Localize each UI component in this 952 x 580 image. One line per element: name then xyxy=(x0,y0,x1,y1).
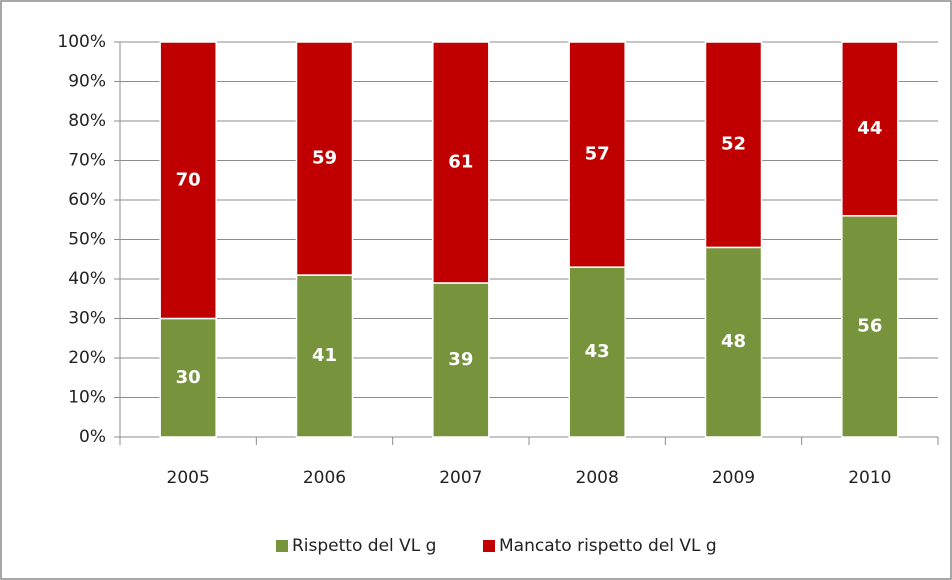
legend-label: Rispetto del VL g xyxy=(292,536,436,556)
value-label: 61 xyxy=(448,151,473,172)
y-tick-label: 30% xyxy=(68,309,106,329)
value-label: 48 xyxy=(721,331,746,352)
x-tick-label: 2007 xyxy=(439,468,482,488)
bar-segment xyxy=(159,41,217,320)
value-label: 39 xyxy=(448,349,473,370)
legend-swatch xyxy=(276,540,288,552)
x-tick-label: 2008 xyxy=(576,468,619,488)
y-tick-label: 60% xyxy=(68,190,106,210)
value-label: 41 xyxy=(312,345,337,366)
value-label: 56 xyxy=(857,315,882,336)
y-tick-label: 50% xyxy=(68,230,106,250)
bar-segment xyxy=(568,41,626,268)
value-label: 30 xyxy=(176,367,201,388)
y-tick-label: 90% xyxy=(68,72,106,92)
value-label: 70 xyxy=(176,169,201,190)
y-tick-label: 40% xyxy=(68,269,106,289)
bar-segment xyxy=(432,41,490,284)
y-tick-label: 80% xyxy=(68,111,106,131)
x-tick-label: 2009 xyxy=(712,468,755,488)
value-label: 43 xyxy=(585,341,610,362)
value-label: 44 xyxy=(857,118,882,139)
legend-swatch xyxy=(483,540,495,552)
y-tick-label: 100% xyxy=(57,32,106,52)
legend-label: Mancato rispetto del VL g xyxy=(499,536,717,556)
x-tick-label: 2010 xyxy=(848,468,891,488)
x-tick-label: 2005 xyxy=(167,468,210,488)
y-tick-label: 20% xyxy=(68,348,106,368)
y-tick-label: 70% xyxy=(68,151,106,171)
y-tick-label: 10% xyxy=(68,388,106,408)
bar-segment xyxy=(568,266,626,438)
bar-segment xyxy=(704,41,763,249)
bar-segment xyxy=(704,246,763,438)
y-tick-label: 0% xyxy=(79,427,106,447)
bar-segment xyxy=(295,41,354,276)
bar-segment xyxy=(841,41,899,217)
bar-segment xyxy=(432,282,490,438)
bar-segment xyxy=(295,274,354,438)
value-label: 52 xyxy=(721,134,746,155)
value-label: 57 xyxy=(585,144,610,165)
bar-segment xyxy=(841,215,899,438)
x-tick-label: 2006 xyxy=(303,468,346,488)
value-label: 59 xyxy=(312,148,337,169)
bar-segment xyxy=(159,317,217,438)
